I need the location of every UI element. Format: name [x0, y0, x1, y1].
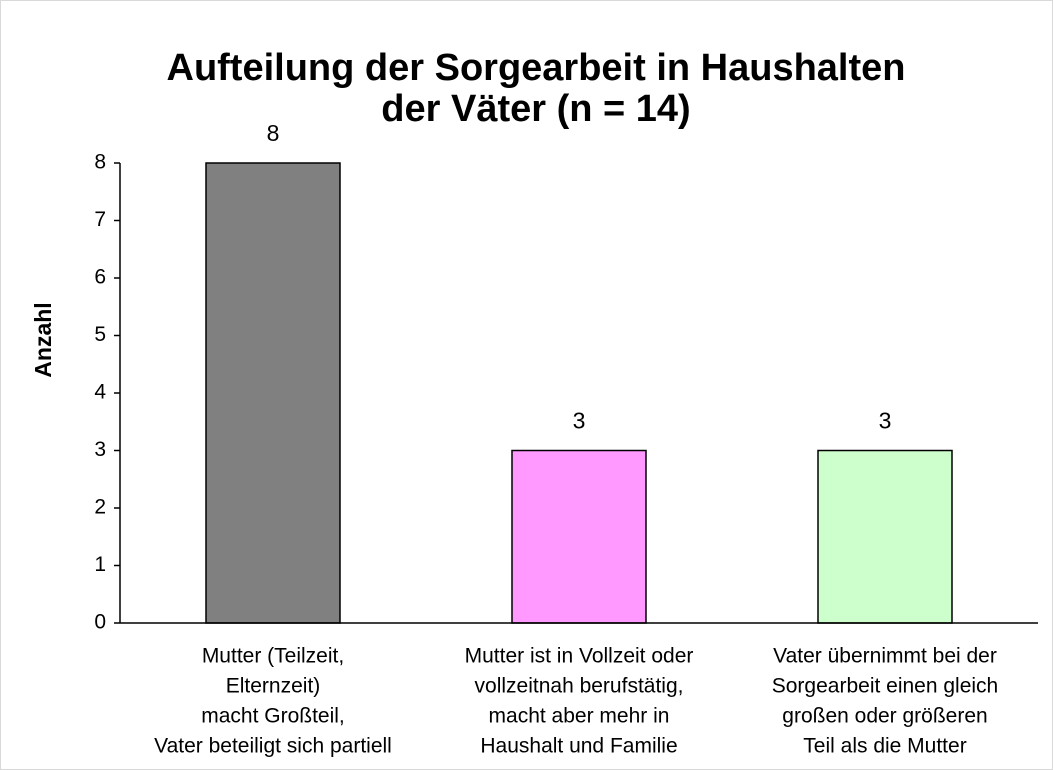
- x-tick-label: Mutter (Teilzeit,: [202, 645, 344, 668]
- data-label: 8: [267, 120, 280, 146]
- y-tick-label: 7: [94, 208, 106, 231]
- x-tick-label: macht aber mehr in: [489, 705, 670, 728]
- chart-title: der Väter (n = 14): [381, 88, 690, 130]
- y-tick-label: 4: [94, 381, 106, 404]
- chart-title: Aufteilung der Sorgearbeit in Haushalten: [167, 47, 906, 89]
- y-tick-label: 1: [94, 553, 106, 576]
- y-tick-label: 8: [94, 151, 106, 174]
- x-tick-label: Mutter ist in Vollzeit oder: [465, 645, 694, 668]
- y-tick-label: 6: [94, 266, 106, 289]
- x-tick-label: Vater beteiligt sich partiell: [154, 735, 392, 758]
- x-tick-label: Elternzeit): [226, 675, 321, 698]
- y-tick-label: 2: [94, 496, 106, 519]
- x-tick-label: vollzeitnah berufstätig,: [475, 675, 684, 698]
- x-tick-label: Teil als die Mutter: [803, 735, 966, 758]
- y-tick-label: 5: [94, 323, 106, 346]
- data-label: 3: [879, 408, 892, 434]
- bar: [511, 449, 647, 624]
- bar: [205, 162, 341, 624]
- y-axis-label: Anzahl: [30, 302, 56, 377]
- x-tick-label: macht Großteil,: [201, 705, 345, 728]
- x-tick-label: Sorgearbeit einen gleich: [772, 675, 999, 698]
- y-tick-label: 0: [94, 611, 106, 634]
- data-label: 3: [573, 408, 586, 434]
- x-tick-label: Haushalt und Familie: [480, 735, 677, 758]
- bar: [817, 449, 953, 624]
- y-tick-label: 3: [94, 438, 106, 461]
- x-tick-label: großen oder größeren: [782, 705, 987, 728]
- x-tick-label: Vater übernimmt bei der: [773, 645, 997, 668]
